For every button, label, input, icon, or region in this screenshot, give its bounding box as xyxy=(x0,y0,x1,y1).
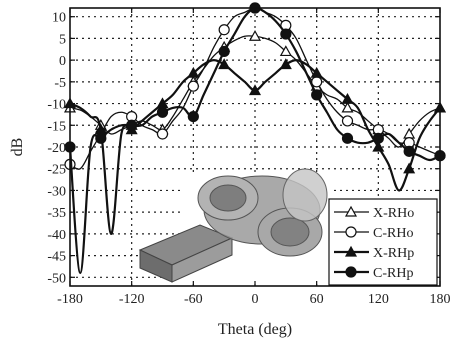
data-point-marker xyxy=(341,92,354,104)
data-point-marker xyxy=(218,45,230,58)
data-point-marker xyxy=(403,145,415,157)
x-tick-label: -180 xyxy=(57,292,83,307)
grid-lines xyxy=(70,8,440,286)
data-point-marker xyxy=(372,132,384,144)
data-point-marker xyxy=(341,101,354,113)
data-point-marker xyxy=(95,132,107,144)
x-axis-title: Theta (deg) xyxy=(218,321,292,338)
y-axis-title: dB xyxy=(9,138,26,157)
horn-aperture-inner-bottom xyxy=(270,217,310,247)
data-point-marker xyxy=(311,89,323,101)
data-point-marker xyxy=(187,66,200,78)
data-point-marker xyxy=(279,45,292,57)
legend-label: X-RHp xyxy=(373,246,414,261)
x-tick-label: -60 xyxy=(184,292,203,307)
data-point-marker xyxy=(279,58,292,70)
data-point-marker xyxy=(218,24,230,36)
y-tick-label: -15 xyxy=(47,119,66,134)
legend-label: C-RHp xyxy=(373,266,413,281)
y-tick-label: -40 xyxy=(47,228,66,243)
x-tick-label: 0 xyxy=(252,292,259,307)
data-point-marker xyxy=(218,58,231,70)
y-tick-label: 5 xyxy=(59,32,66,47)
x-tick-label: 60 xyxy=(310,292,324,307)
y-tick-label: 10 xyxy=(52,11,66,26)
data-point-marker xyxy=(341,132,354,144)
data-point-marker xyxy=(345,266,357,278)
legend: X-RHo C-RHo X-RHp C-RHp xyxy=(328,198,438,286)
data-point-marker xyxy=(187,80,199,92)
data-point-marker xyxy=(156,128,169,140)
legend-entry: C-RHp xyxy=(334,266,413,281)
data-point-marker xyxy=(345,226,357,238)
y-tick-label: -25 xyxy=(47,163,66,178)
data-point-marker xyxy=(344,245,358,257)
data-point-marker xyxy=(344,205,358,217)
data-point-marker xyxy=(248,84,262,96)
data-point-marker xyxy=(310,66,323,78)
y-tick-label: -35 xyxy=(47,206,66,221)
data-point-marker xyxy=(372,140,385,152)
y-tick-label: -50 xyxy=(47,271,66,286)
data-point-marker xyxy=(187,110,199,123)
feed-block-front xyxy=(171,237,233,283)
data-point-marker xyxy=(280,28,292,40)
data-point-marker xyxy=(403,162,416,174)
y-tick-label: 0 xyxy=(59,54,66,69)
x-tick-label: 120 xyxy=(368,292,389,307)
y-tick-label: -5 xyxy=(54,76,66,91)
x-tick-label: -120 xyxy=(119,292,145,307)
data-point-marker xyxy=(156,106,169,118)
y-tick-label: -30 xyxy=(47,184,66,199)
data-point-marker xyxy=(126,119,138,131)
horn-aperture-inner-top xyxy=(209,184,247,212)
legend-entry: X-RHp xyxy=(334,245,414,261)
antenna-model-icon xyxy=(138,168,330,283)
legend-entry: C-RHo xyxy=(334,226,413,241)
data-point-marker xyxy=(341,115,354,127)
legend-label: X-RHo xyxy=(373,206,414,221)
axis-ticks: -180 -120 -60 0 60 120 180 10 5 0 -5 -10 -15 -20 -25 -3… xyxy=(47,8,451,307)
data-point-marker xyxy=(248,29,262,41)
horn-flange xyxy=(282,168,328,222)
y-tick-label: -10 xyxy=(47,98,66,113)
legend-label: C-RHo xyxy=(373,226,413,241)
legend-entry: X-RHo xyxy=(334,205,414,221)
y-tick-label: -20 xyxy=(47,141,66,156)
x-tick-label: 180 xyxy=(430,292,451,307)
y-tick-label: -45 xyxy=(47,250,66,265)
